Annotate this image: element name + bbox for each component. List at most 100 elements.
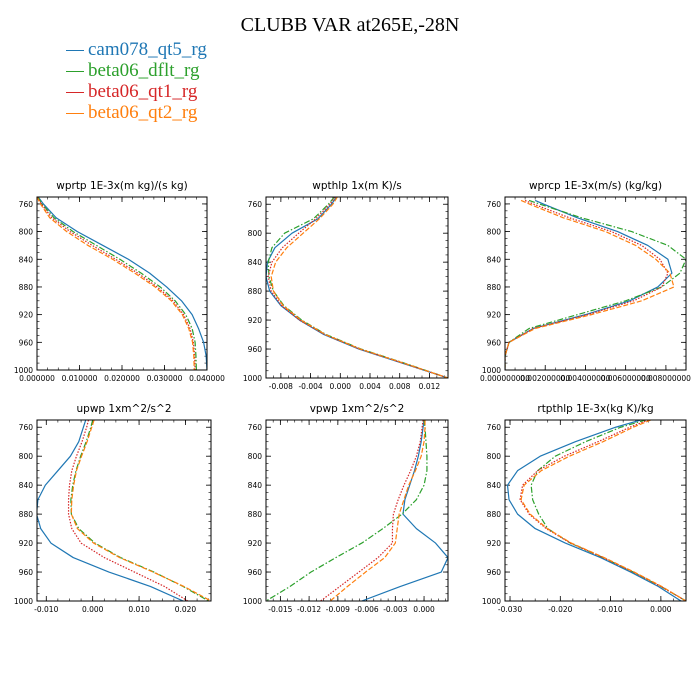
y-tick-label: 960: [19, 338, 34, 347]
y-tick-label: 840: [19, 255, 34, 264]
y-tick-label: 800: [248, 452, 263, 461]
y-tick-label: 800: [19, 228, 34, 237]
x-tick-label: 0.012: [419, 382, 441, 391]
y-tick-label: 960: [487, 568, 502, 577]
legend-label: beta06_qt2_rg: [88, 102, 198, 123]
panel-title: wprcp 1E-3x(m/s) (kg/kg): [529, 180, 662, 192]
y-tick-label: 760: [487, 423, 502, 432]
x-tick-label: 0.008: [389, 382, 411, 391]
panel-title: rtpthlp 1E-3x(kg K)/kg: [537, 403, 653, 415]
x-tick-label: -0.010: [598, 605, 622, 614]
x-tick-label: 0.000: [330, 382, 352, 391]
legend-swatch: [66, 71, 84, 73]
x-tick-label: -0.030: [498, 605, 522, 614]
y-tick-label: 920: [248, 539, 263, 548]
legend-entry: cam078_qt5_rg: [66, 39, 207, 60]
legend-entry: beta06_qt1_rg: [66, 81, 207, 102]
y-tick-label: 800: [19, 452, 34, 461]
x-tick-label: 0.006000000: [601, 374, 651, 383]
y-tick-label: 960: [248, 568, 263, 577]
series-line-beta06_qt1_rg: [505, 199, 669, 370]
panel-title: vpwp 1xm^2/s^2: [310, 403, 405, 415]
x-tick-label: 0.008000000: [641, 374, 691, 383]
x-tick-label: -0.006: [354, 605, 378, 614]
y-tick-label: 840: [248, 258, 263, 267]
panel-title: wpthlp 1x(m K)/s: [312, 180, 402, 192]
x-tick-label: 0.000: [650, 605, 672, 614]
series-line-beta06_dflt_rg: [266, 420, 428, 601]
y-tick-label: 880: [248, 287, 263, 296]
series-line-beta06_qt2_rg: [520, 420, 686, 601]
y-tick-label: 1000: [243, 374, 262, 383]
y-tick-label: 840: [487, 255, 502, 264]
y-tick-label: 800: [487, 452, 502, 461]
plot-frame: [504, 419, 687, 602]
y-tick-label: 920: [248, 316, 263, 325]
x-tick-label: 0.040000: [189, 374, 225, 383]
chart-title: CLUBB VAR at265E,-28N: [240, 14, 460, 36]
series-line-cam078_qt5_rg: [506, 420, 682, 601]
legend-entry: beta06_qt2_rg: [66, 102, 207, 123]
series-line-cam078_qt5_rg: [266, 197, 448, 378]
y-tick-label: 920: [487, 539, 502, 548]
x-tick-label: -0.003: [383, 605, 407, 614]
legend: cam078_qt5_rg beta06_dflt_rg beta06_qt1_rg…: [66, 39, 207, 123]
panel: wprtp 1E-3x(m kg)/(s kg) 0.000000 0.010000…: [14, 180, 225, 383]
y-tick-label: 1000: [243, 597, 262, 606]
x-tick-label: 0.002000000: [520, 374, 570, 383]
series-line-beta06_dflt_rg: [530, 420, 686, 601]
panel: wpthlp 1x(m K)/s -0.008 -0.004 0.000 0.004 0.…: [243, 180, 449, 391]
series-line-beta06_qt2_rg: [70, 420, 211, 601]
x-tick-label: 0.000000: [19, 374, 55, 383]
x-tick-label: -0.008: [269, 382, 293, 391]
plot-frame: [36, 419, 212, 602]
y-tick-label: 880: [248, 510, 263, 519]
series-line-beta06_dflt_rg: [37, 197, 197, 370]
y-tick-label: 920: [19, 539, 34, 548]
series-line-beta06_dflt_rg: [267, 197, 448, 378]
panel-title: wprtp 1E-3x(m kg)/(s kg): [56, 180, 187, 192]
plot-frame: [36, 196, 208, 371]
legend-swatch: [66, 92, 84, 94]
series-line-beta06_qt2_rg: [37, 197, 195, 370]
y-tick-label: 960: [248, 345, 263, 354]
y-tick-label: 1000: [482, 597, 501, 606]
x-tick-label: -0.010: [34, 605, 58, 614]
series-line-beta06_qt1_rg: [320, 420, 424, 601]
series-line-beta06_qt1_rg: [267, 197, 448, 378]
panel: wprcp 1E-3x(m/s) (kg/kg) 0.0000000000.002…: [480, 180, 691, 383]
y-tick-label: 760: [19, 423, 34, 432]
x-tick-label: 0.000000000: [480, 374, 530, 383]
y-tick-label: 760: [19, 200, 34, 209]
series-line-cam078_qt5_rg: [361, 420, 448, 601]
x-tick-label: 0.000: [82, 605, 104, 614]
series-line-beta06_qt2_rg: [329, 420, 426, 601]
x-tick-label: -0.012: [297, 605, 321, 614]
panel: vpwp 1xm^2/s^2 -0.015 -0.012 -0.009 -0.006 -0…: [243, 403, 449, 614]
series-line-beta06_qt1_rg: [67, 420, 189, 601]
plot-frame: [504, 196, 687, 371]
x-tick-label: -0.009: [326, 605, 350, 614]
x-tick-label: 0.004000000: [560, 374, 610, 383]
plot-frame: [265, 196, 449, 379]
y-tick-label: 800: [248, 229, 263, 238]
x-tick-label: 0.030000: [147, 374, 183, 383]
x-tick-label: 0.010: [128, 605, 150, 614]
y-tick-label: 920: [487, 311, 502, 320]
series-line-cam078_qt5_rg: [37, 197, 207, 370]
legend-swatch: [66, 113, 84, 115]
legend-label: beta06_qt1_rg: [88, 81, 198, 102]
x-tick-label: -0.004: [298, 382, 322, 391]
legend-label: beta06_dflt_rg: [88, 60, 200, 81]
y-tick-label: 880: [19, 283, 34, 292]
y-tick-label: 760: [248, 200, 263, 209]
y-tick-label: 840: [487, 481, 502, 490]
y-tick-label: 880: [487, 283, 502, 292]
y-tick-label: 840: [19, 481, 34, 490]
panel: upwp 1xm^2/s^2 -0.010 0.000 0.010 0.020 760 80…: [14, 403, 212, 614]
series-line-beta06_qt1_rg: [519, 420, 686, 601]
series-line-beta06_dflt_rg: [70, 420, 209, 601]
series-line-beta06_qt1_rg: [37, 197, 196, 370]
x-tick-label: 0.004: [359, 382, 381, 391]
